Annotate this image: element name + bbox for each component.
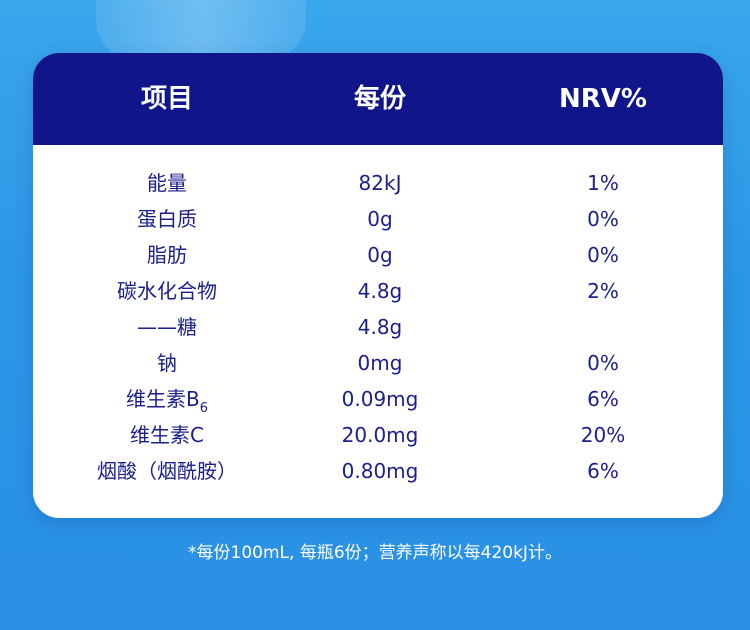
nrv-cell: 0% bbox=[587, 243, 619, 267]
nrv-cell: 6% bbox=[587, 459, 619, 483]
nrv-cell: 6% bbox=[587, 387, 619, 411]
item-cell: 维生素B6 bbox=[125, 387, 209, 416]
table-header: 项目 每份 NRV% bbox=[33, 53, 723, 145]
footnote: *每份100mL, 每瓶6份；营养声称以每420kJ计。 bbox=[188, 543, 562, 563]
table-row: ——糖 4.8g bbox=[33, 309, 723, 345]
per-serving-cell: 82kJ bbox=[358, 171, 402, 195]
per-serving-cell: 4.8g bbox=[357, 279, 403, 303]
per-serving-cell: 0.80mg bbox=[341, 459, 419, 483]
table-row: 钠 0mg 0% bbox=[33, 345, 723, 381]
nrv-cell: 0% bbox=[587, 351, 619, 375]
table-row: 维生素C 20.0mg 20% bbox=[33, 417, 723, 453]
table-row: 烟酸（烟酰胺） 0.80mg 6% bbox=[33, 453, 723, 489]
table-row: 维生素B6 0.09mg 6% bbox=[33, 381, 723, 417]
per-serving-cell: 0g bbox=[367, 243, 393, 267]
per-serving-cell: 4.8g bbox=[357, 315, 403, 339]
nrv-cell: 1% bbox=[587, 171, 619, 195]
item-cell: 维生素C bbox=[130, 423, 204, 447]
table-row: 脂肪 0g 0% bbox=[33, 237, 723, 273]
item-cell: 能量 bbox=[147, 171, 187, 195]
bottle-background-image bbox=[96, 0, 306, 60]
table-row: 能量 82kJ 1% bbox=[33, 165, 723, 201]
item-cell: 钠 bbox=[157, 351, 177, 375]
nrv-cell: 20% bbox=[580, 423, 626, 447]
header-per-serving: 每份 bbox=[353, 84, 407, 114]
item-cell: 碳水化合物 bbox=[117, 279, 217, 303]
item-cell: 蛋白质 bbox=[137, 207, 197, 231]
per-serving-cell: 20.0mg bbox=[341, 423, 419, 447]
per-serving-cell: 0mg bbox=[357, 351, 403, 375]
table-row: 碳水化合物 4.8g 2% bbox=[33, 273, 723, 309]
per-serving-cell: 0.09mg bbox=[341, 387, 419, 411]
item-cell: ——糖 bbox=[137, 315, 197, 339]
per-serving-cell: 0g bbox=[367, 207, 393, 231]
header-item: 项目 bbox=[140, 84, 194, 114]
table-row: 蛋白质 0g 0% bbox=[33, 201, 723, 237]
item-cell: 脂肪 bbox=[147, 243, 187, 267]
header-nrv: NRV% bbox=[559, 84, 647, 114]
nrv-cell: 2% bbox=[587, 279, 619, 303]
nutrition-table-card: 项目 每份 NRV% 能量 82kJ 1% 蛋白质 0g 0% 脂肪 0g 0%… bbox=[33, 53, 723, 518]
item-cell: 烟酸（烟酰胺） bbox=[97, 459, 237, 483]
subscript: 6 bbox=[199, 401, 209, 416]
nrv-cell: 0% bbox=[587, 207, 619, 231]
